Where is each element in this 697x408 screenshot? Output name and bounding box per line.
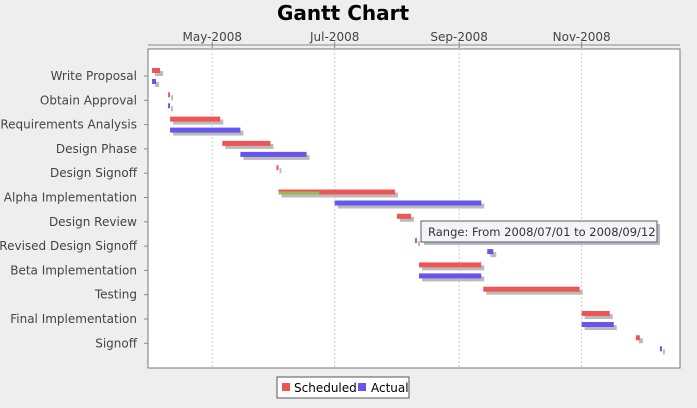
category-label: Write Proposal	[51, 69, 137, 83]
legend-label-scheduled: Scheduled	[294, 381, 357, 395]
scheduled-bar	[278, 189, 395, 195]
scheduled-bar	[170, 116, 221, 122]
scheduled-bar	[415, 238, 418, 244]
category-label: Design Phase	[56, 142, 137, 156]
progress-bar	[278, 191, 320, 195]
actual-bar-shadow	[173, 130, 244, 136]
scheduled-bar-shadow	[225, 143, 274, 149]
scheduled-bar	[396, 213, 411, 219]
tick-label: Sep-2008	[430, 30, 488, 44]
scheduled-bar-shadow	[279, 168, 282, 174]
scheduled-bar-shadow	[584, 314, 613, 319]
tooltip-box	[420, 220, 658, 243]
scheduled-bar	[635, 335, 640, 341]
scheduled-bar	[581, 311, 610, 316]
scheduled-bar-shadow	[638, 338, 643, 344]
actual-bar-shadow	[584, 325, 617, 330]
actual-bar	[152, 79, 157, 84]
tick-label: May-2008	[183, 30, 242, 44]
actual-bar-shadow	[171, 106, 174, 112]
scheduled-bar-shadow	[486, 289, 583, 295]
category-label: Final Implementation	[10, 312, 137, 326]
category-label: Alpha Implementation	[4, 191, 137, 205]
actual-bar-shadow	[422, 276, 485, 282]
scheduled-bar-shadow	[281, 192, 398, 198]
actual-bar-shadow	[155, 82, 160, 87]
scheduled-bar-shadow	[399, 216, 414, 222]
scheduled-bar-shadow	[422, 265, 485, 271]
category-label: Design Signoff	[50, 166, 138, 180]
actual-bar	[170, 127, 241, 133]
actual-bar-shadow	[337, 203, 485, 209]
scheduled-bar	[168, 92, 171, 98]
actual-bar	[419, 273, 482, 279]
actual-bar	[168, 103, 171, 109]
scheduled-bar-shadow	[173, 119, 224, 125]
scheduled-bar	[276, 165, 279, 171]
scheduled-bar-shadow	[418, 241, 421, 247]
scheduled-bar	[483, 286, 580, 292]
scheduled-bar	[419, 262, 482, 268]
legend-swatch-scheduled	[282, 383, 290, 391]
category-label: Design Review	[49, 215, 137, 229]
actual-bar	[659, 346, 662, 352]
actual-bar-shadow	[243, 154, 310, 160]
category-label: Beta Implementation	[10, 263, 137, 277]
scheduled-bar	[152, 68, 161, 73]
scheduled-bar-shadow	[171, 95, 174, 101]
tooltip-text: Range: From 2008/07/01 to 2008/09/12	[428, 225, 656, 239]
category-label: Revised Design Signoff	[0, 239, 138, 253]
category-label: Obtain Approval	[40, 93, 137, 107]
legend-box	[276, 376, 410, 399]
actual-bar	[581, 322, 614, 327]
actual-bar	[334, 200, 482, 206]
actual-bar-shadow	[490, 252, 497, 258]
tick-label: Jul-2008	[309, 30, 359, 44]
actual-bar	[487, 249, 494, 255]
category-label: Testing	[94, 288, 137, 302]
category-label: Requirements Analysis	[0, 118, 137, 132]
chart-title: Gantt Chart	[277, 1, 410, 25]
scheduled-bar-shadow	[155, 71, 164, 76]
scheduled-bar	[222, 140, 271, 146]
legend-label-actual: Actual	[371, 381, 409, 395]
tooltip: Range: From 2008/07/01 to 2008/09/12	[420, 220, 660, 245]
actual-bar	[240, 151, 307, 157]
actual-bar-shadow	[662, 349, 665, 355]
legend-swatch-actual	[358, 383, 366, 391]
category-label: Signoff	[95, 336, 138, 350]
tick-label: Nov-2008	[553, 30, 611, 44]
legend: Scheduled Actual	[276, 376, 410, 399]
